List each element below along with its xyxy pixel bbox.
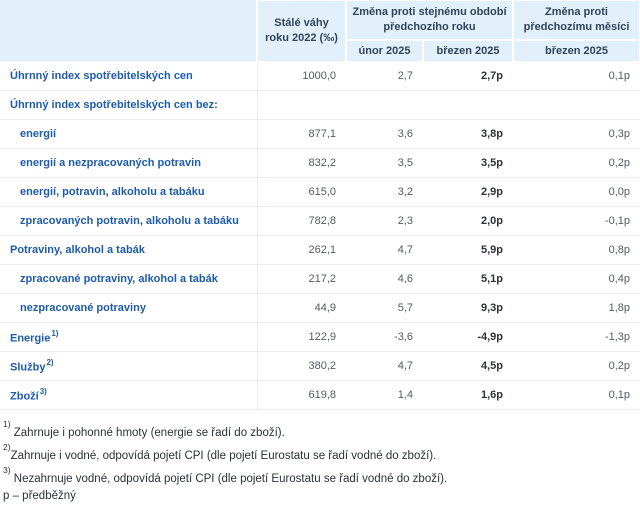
mar-yoy-value: -4,9p xyxy=(423,323,514,352)
table-row: Potraviny, alkohol a tabák 262,1 4,7 5,9… xyxy=(0,236,640,265)
weight-value: 1000,0 xyxy=(257,62,346,91)
footnote-ref: 1) xyxy=(51,328,59,338)
weight-value: 122,9 xyxy=(257,323,346,352)
footnote-ref: 2) xyxy=(46,357,54,367)
table-header: Stálé váhy roku 2022 (‰) Změna proti ste… xyxy=(0,0,640,62)
feb-yoy-value: 2,3 xyxy=(346,207,423,236)
footnote-3: 3) Nezahrnuje vodné, odpovídá pojetí CPI… xyxy=(3,465,640,488)
feb-yoy-value: 3,5 xyxy=(346,149,423,178)
feb-yoy-value: 4,7 xyxy=(346,236,423,265)
feb-yoy-value: 2,7 xyxy=(346,62,423,91)
feb-yoy-value xyxy=(346,91,423,120)
mar-mom-value: 0,3p xyxy=(513,120,640,149)
mar-yoy-value: 1,6p xyxy=(423,381,514,410)
col-group-mom: Změna proti předchozímu měsíci xyxy=(513,0,640,40)
table-row: energií, potravin, alkoholu a tabáku 615… xyxy=(0,178,640,207)
weight-value: 262,1 xyxy=(257,236,346,265)
weight-value: 380,2 xyxy=(257,352,346,381)
footnote-marker: 3) xyxy=(3,464,11,475)
mar-yoy-value: 3,8p xyxy=(423,120,514,149)
mar-mom-value: 0,2p xyxy=(513,149,640,178)
weight-value xyxy=(257,91,346,120)
feb-yoy-value: 3,6 xyxy=(346,120,423,149)
mar-mom-value: -1,3p xyxy=(513,323,640,352)
table-row: Zboží3) 619,8 1,4 1,6p 0,1p xyxy=(0,381,640,410)
table-row: Úhrnný index spotřebitelských cen 1000,0… xyxy=(0,62,640,91)
weight-value: 832,2 xyxy=(257,149,346,178)
table-row: Úhrnný index spotřebitelských cen bez: xyxy=(0,91,640,120)
cpi-table: Stálé váhy roku 2022 (‰) Změna proti ste… xyxy=(0,0,640,410)
row-label: Úhrnný index spotřebitelských cen xyxy=(0,62,257,91)
footnote-marker: 1) xyxy=(3,419,11,429)
weight-value: 619,8 xyxy=(257,381,346,410)
weight-value: 44,9 xyxy=(257,294,346,323)
corner-cell xyxy=(0,0,257,62)
mar-yoy-value: 9,3p xyxy=(423,294,514,323)
mar-yoy-value: 2,7p xyxy=(423,62,514,91)
mar-mom-value: 0,8p xyxy=(513,236,640,265)
mar-yoy-value: 2,9p xyxy=(423,178,514,207)
feb-yoy-value: 4,6 xyxy=(346,265,423,294)
footnote-2: 2)Zahrnuje i vodné, odpovídá pojetí CPI … xyxy=(3,442,640,465)
feb-yoy-value: 4,7 xyxy=(346,352,423,381)
feb-yoy-value: 3,2 xyxy=(346,178,423,207)
row-label: zpracované potraviny, alkohol a tabák xyxy=(0,265,257,294)
footnote-text: Zahrnuje i pohonné hmoty (energie se řad… xyxy=(10,426,285,439)
footnote-preliminary: p – předběžný xyxy=(3,487,640,505)
col-header-mar-2025-yoy: březen 2025 xyxy=(423,40,514,62)
mar-mom-value: -0,1p xyxy=(513,207,640,236)
row-label: nezpracované potraviny xyxy=(0,294,257,323)
feb-yoy-value: 5,7 xyxy=(346,294,423,323)
table-row: energií 877,1 3,6 3,8p 0,3p xyxy=(0,120,640,149)
mar-mom-value: 0,1p xyxy=(513,381,640,410)
table-row: zpracované potraviny, alkohol a tabák 21… xyxy=(0,265,640,294)
mar-mom-value: 0,0p xyxy=(513,178,640,207)
footnote-text: p – předběžný xyxy=(3,490,76,503)
weight-value: 782,8 xyxy=(257,207,346,236)
mar-yoy-value: 4,5p xyxy=(423,352,514,381)
col-header-feb-2025: únor 2025 xyxy=(346,40,423,62)
footnote-1: 1) Zahrnuje i pohonné hmoty (energie se … xyxy=(3,419,640,442)
mar-mom-value: 0,1p xyxy=(513,62,640,91)
row-label: Služby2) xyxy=(0,352,257,381)
footnote-ref: 3) xyxy=(39,386,47,396)
row-label: energií, potravin, alkoholu a tabáku xyxy=(0,178,257,207)
mar-yoy-value: 5,9p xyxy=(423,236,514,265)
row-label: Potraviny, alkohol a tabák xyxy=(0,236,257,265)
mar-yoy-value: 5,1p xyxy=(423,265,514,294)
mar-mom-value: 0,2p xyxy=(513,352,640,381)
row-label: Zboží3) xyxy=(0,381,257,410)
row-label: zpracovaných potravin, alkoholu a tabáku xyxy=(0,207,257,236)
mar-yoy-value: 2,0p xyxy=(423,207,514,236)
col-group-yoy: Změna proti stejnému období předchozího … xyxy=(346,0,514,40)
table-row: Energie1) 122,9 -3,6 -4,9p -1,3p xyxy=(0,323,640,352)
row-label: energií xyxy=(0,120,257,149)
row-label: Energie1) xyxy=(0,323,257,352)
footnotes: 1) Zahrnuje i pohonné hmoty (energie se … xyxy=(0,410,640,505)
mar-mom-value: 1,8p xyxy=(513,294,640,323)
weight-value: 217,2 xyxy=(257,265,346,294)
footnote-text: Zahrnuje i vodné, odpovídá pojetí CPI (d… xyxy=(10,449,437,462)
table-row: Služby2) 380,2 4,7 4,5p 0,2p xyxy=(0,352,640,381)
col-header-weights: Stálé váhy roku 2022 (‰) xyxy=(257,0,346,62)
mar-yoy-value xyxy=(423,91,514,120)
table-row: nezpracované potraviny 44,9 5,7 9,3p 1,8… xyxy=(0,294,640,323)
footnote-text: Nezahrnuje vodné, odpovídá pojetí CPI (d… xyxy=(10,472,448,485)
row-label: energií a nezpracovaných potravin xyxy=(0,149,257,178)
weight-value: 877,1 xyxy=(257,120,346,149)
feb-yoy-value: 1,4 xyxy=(346,381,423,410)
table-row: zpracovaných potravin, alkoholu a tabáku… xyxy=(0,207,640,236)
col-header-mar-2025-mom: březen 2025 xyxy=(513,40,640,62)
row-label: Úhrnný index spotřebitelských cen bez: xyxy=(0,91,257,120)
weight-value: 615,0 xyxy=(257,178,346,207)
mar-mom-value: 0,4p xyxy=(513,265,640,294)
mar-yoy-value: 3,5p xyxy=(423,149,514,178)
table-row: energií a nezpracovaných potravin 832,2 … xyxy=(0,149,640,178)
mar-mom-value xyxy=(513,91,640,120)
feb-yoy-value: -3,6 xyxy=(346,323,423,352)
footnote-marker: 2) xyxy=(3,441,11,452)
